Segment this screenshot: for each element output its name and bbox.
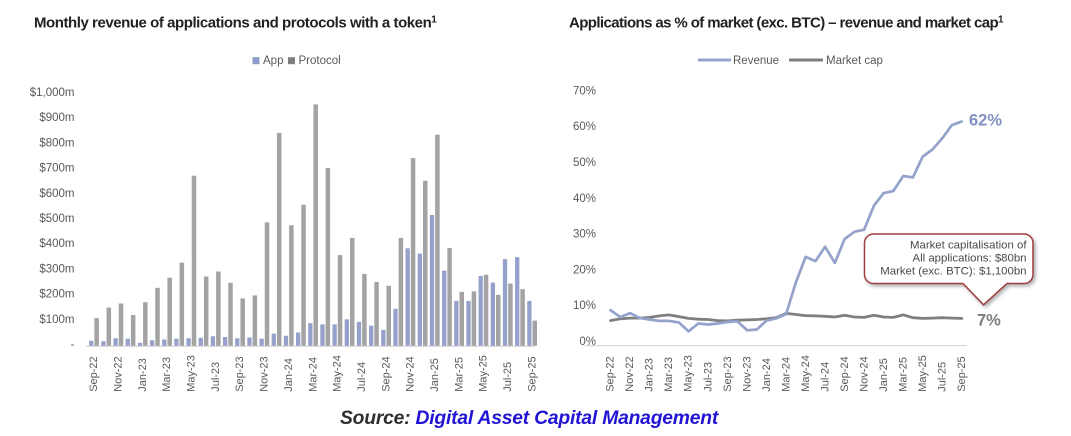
svg-text:Mar-23: Mar-23 <box>161 357 173 392</box>
svg-text:$100m: $100m <box>39 314 74 326</box>
svg-text:-: - <box>71 339 75 351</box>
svg-text:Nov-22: Nov-22 <box>624 356 636 391</box>
svg-text:May-25: May-25 <box>478 355 490 392</box>
svg-text:All applications: $80bn: All applications: $80bn <box>913 253 1027 265</box>
svg-text:App: App <box>263 55 283 67</box>
svg-text:Jan-24: Jan-24 <box>283 358 295 392</box>
svg-text:Sep-24: Sep-24 <box>839 356 851 391</box>
svg-text:Protocol: Protocol <box>299 55 341 67</box>
svg-text:Monthly revenue of application: Monthly revenue of applications and prot… <box>34 15 437 32</box>
svg-text:Jan-23: Jan-23 <box>644 358 656 392</box>
svg-text:Nov-22: Nov-22 <box>113 356 125 391</box>
svg-text:Jul-23: Jul-23 <box>702 362 714 392</box>
svg-text:Jan-25: Jan-25 <box>429 358 441 392</box>
svg-text:Sep-24: Sep-24 <box>380 356 392 391</box>
svg-text:Jul-24: Jul-24 <box>356 362 368 392</box>
svg-text:Nov-24: Nov-24 <box>405 356 417 391</box>
svg-text:Nov-23: Nov-23 <box>259 356 271 391</box>
svg-text:$200m: $200m <box>39 289 74 301</box>
svg-text:May-24: May-24 <box>332 355 344 392</box>
svg-text:Sep-25: Sep-25 <box>526 356 538 391</box>
svg-text:62%: 62% <box>969 112 1002 130</box>
svg-text:Revenue: Revenue <box>733 55 779 67</box>
svg-text:Jul-23: Jul-23 <box>210 362 222 392</box>
svg-text:Jul-25: Jul-25 <box>502 362 514 392</box>
svg-text:Mar-25: Mar-25 <box>897 357 909 392</box>
svg-text:Sep-22: Sep-22 <box>605 356 617 391</box>
svg-text:$800m: $800m <box>39 137 74 149</box>
svg-text:Jan-23: Jan-23 <box>137 358 149 392</box>
svg-text:Mar-24: Mar-24 <box>780 357 792 392</box>
svg-text:Nov-23: Nov-23 <box>741 356 753 391</box>
svg-text:May-24: May-24 <box>800 355 812 392</box>
svg-text:Sep-22: Sep-22 <box>88 356 100 391</box>
svg-text:20%: 20% <box>573 264 596 276</box>
svg-text:Sep-23: Sep-23 <box>234 356 246 391</box>
svg-text:$1,000m: $1,000m <box>30 87 75 99</box>
svg-text:7%: 7% <box>977 312 1001 330</box>
svg-text:70%: 70% <box>573 85 596 97</box>
svg-text:Market capitalisation of: Market capitalisation of <box>910 240 1027 252</box>
svg-text:$400m: $400m <box>39 238 74 250</box>
svg-text:Sep-23: Sep-23 <box>722 356 734 391</box>
svg-text:$900m: $900m <box>39 112 74 124</box>
svg-text:$500m: $500m <box>39 213 74 225</box>
svg-text:Market cap: Market cap <box>826 55 883 67</box>
svg-text:Mar-25: Mar-25 <box>453 357 465 392</box>
svg-text:Jan-24: Jan-24 <box>761 358 773 392</box>
svg-text:May-25: May-25 <box>917 355 929 392</box>
svg-text:May-23: May-23 <box>186 355 198 392</box>
svg-text:$300m: $300m <box>39 263 74 275</box>
svg-text:30%: 30% <box>573 229 596 241</box>
svg-text:May-23: May-23 <box>683 355 695 392</box>
svg-text:Nov-24: Nov-24 <box>858 356 870 391</box>
svg-text:Sep-25: Sep-25 <box>956 356 968 391</box>
svg-text:40%: 40% <box>573 193 596 205</box>
svg-text:Market (exc. BTC): $1,100bn: Market (exc. BTC): $1,100bn <box>880 266 1026 278</box>
svg-text:Source: Digital Asset Capital: Source: Digital Asset Capital Management <box>340 408 720 429</box>
svg-text:Jul-25: Jul-25 <box>936 362 948 392</box>
svg-text:Jul-24: Jul-24 <box>819 362 831 392</box>
svg-text:10%: 10% <box>573 300 596 312</box>
svg-text:50%: 50% <box>573 157 596 169</box>
svg-text:$700m: $700m <box>39 163 74 175</box>
svg-text:Mar-24: Mar-24 <box>307 357 319 392</box>
svg-text:Mar-23: Mar-23 <box>663 357 675 392</box>
svg-text:60%: 60% <box>573 121 596 133</box>
svg-text:$600m: $600m <box>39 188 74 200</box>
svg-text:Applications as % of market (e: Applications as % of market (exc. BTC) –… <box>569 15 1004 32</box>
svg-text:Jan-25: Jan-25 <box>878 358 890 392</box>
